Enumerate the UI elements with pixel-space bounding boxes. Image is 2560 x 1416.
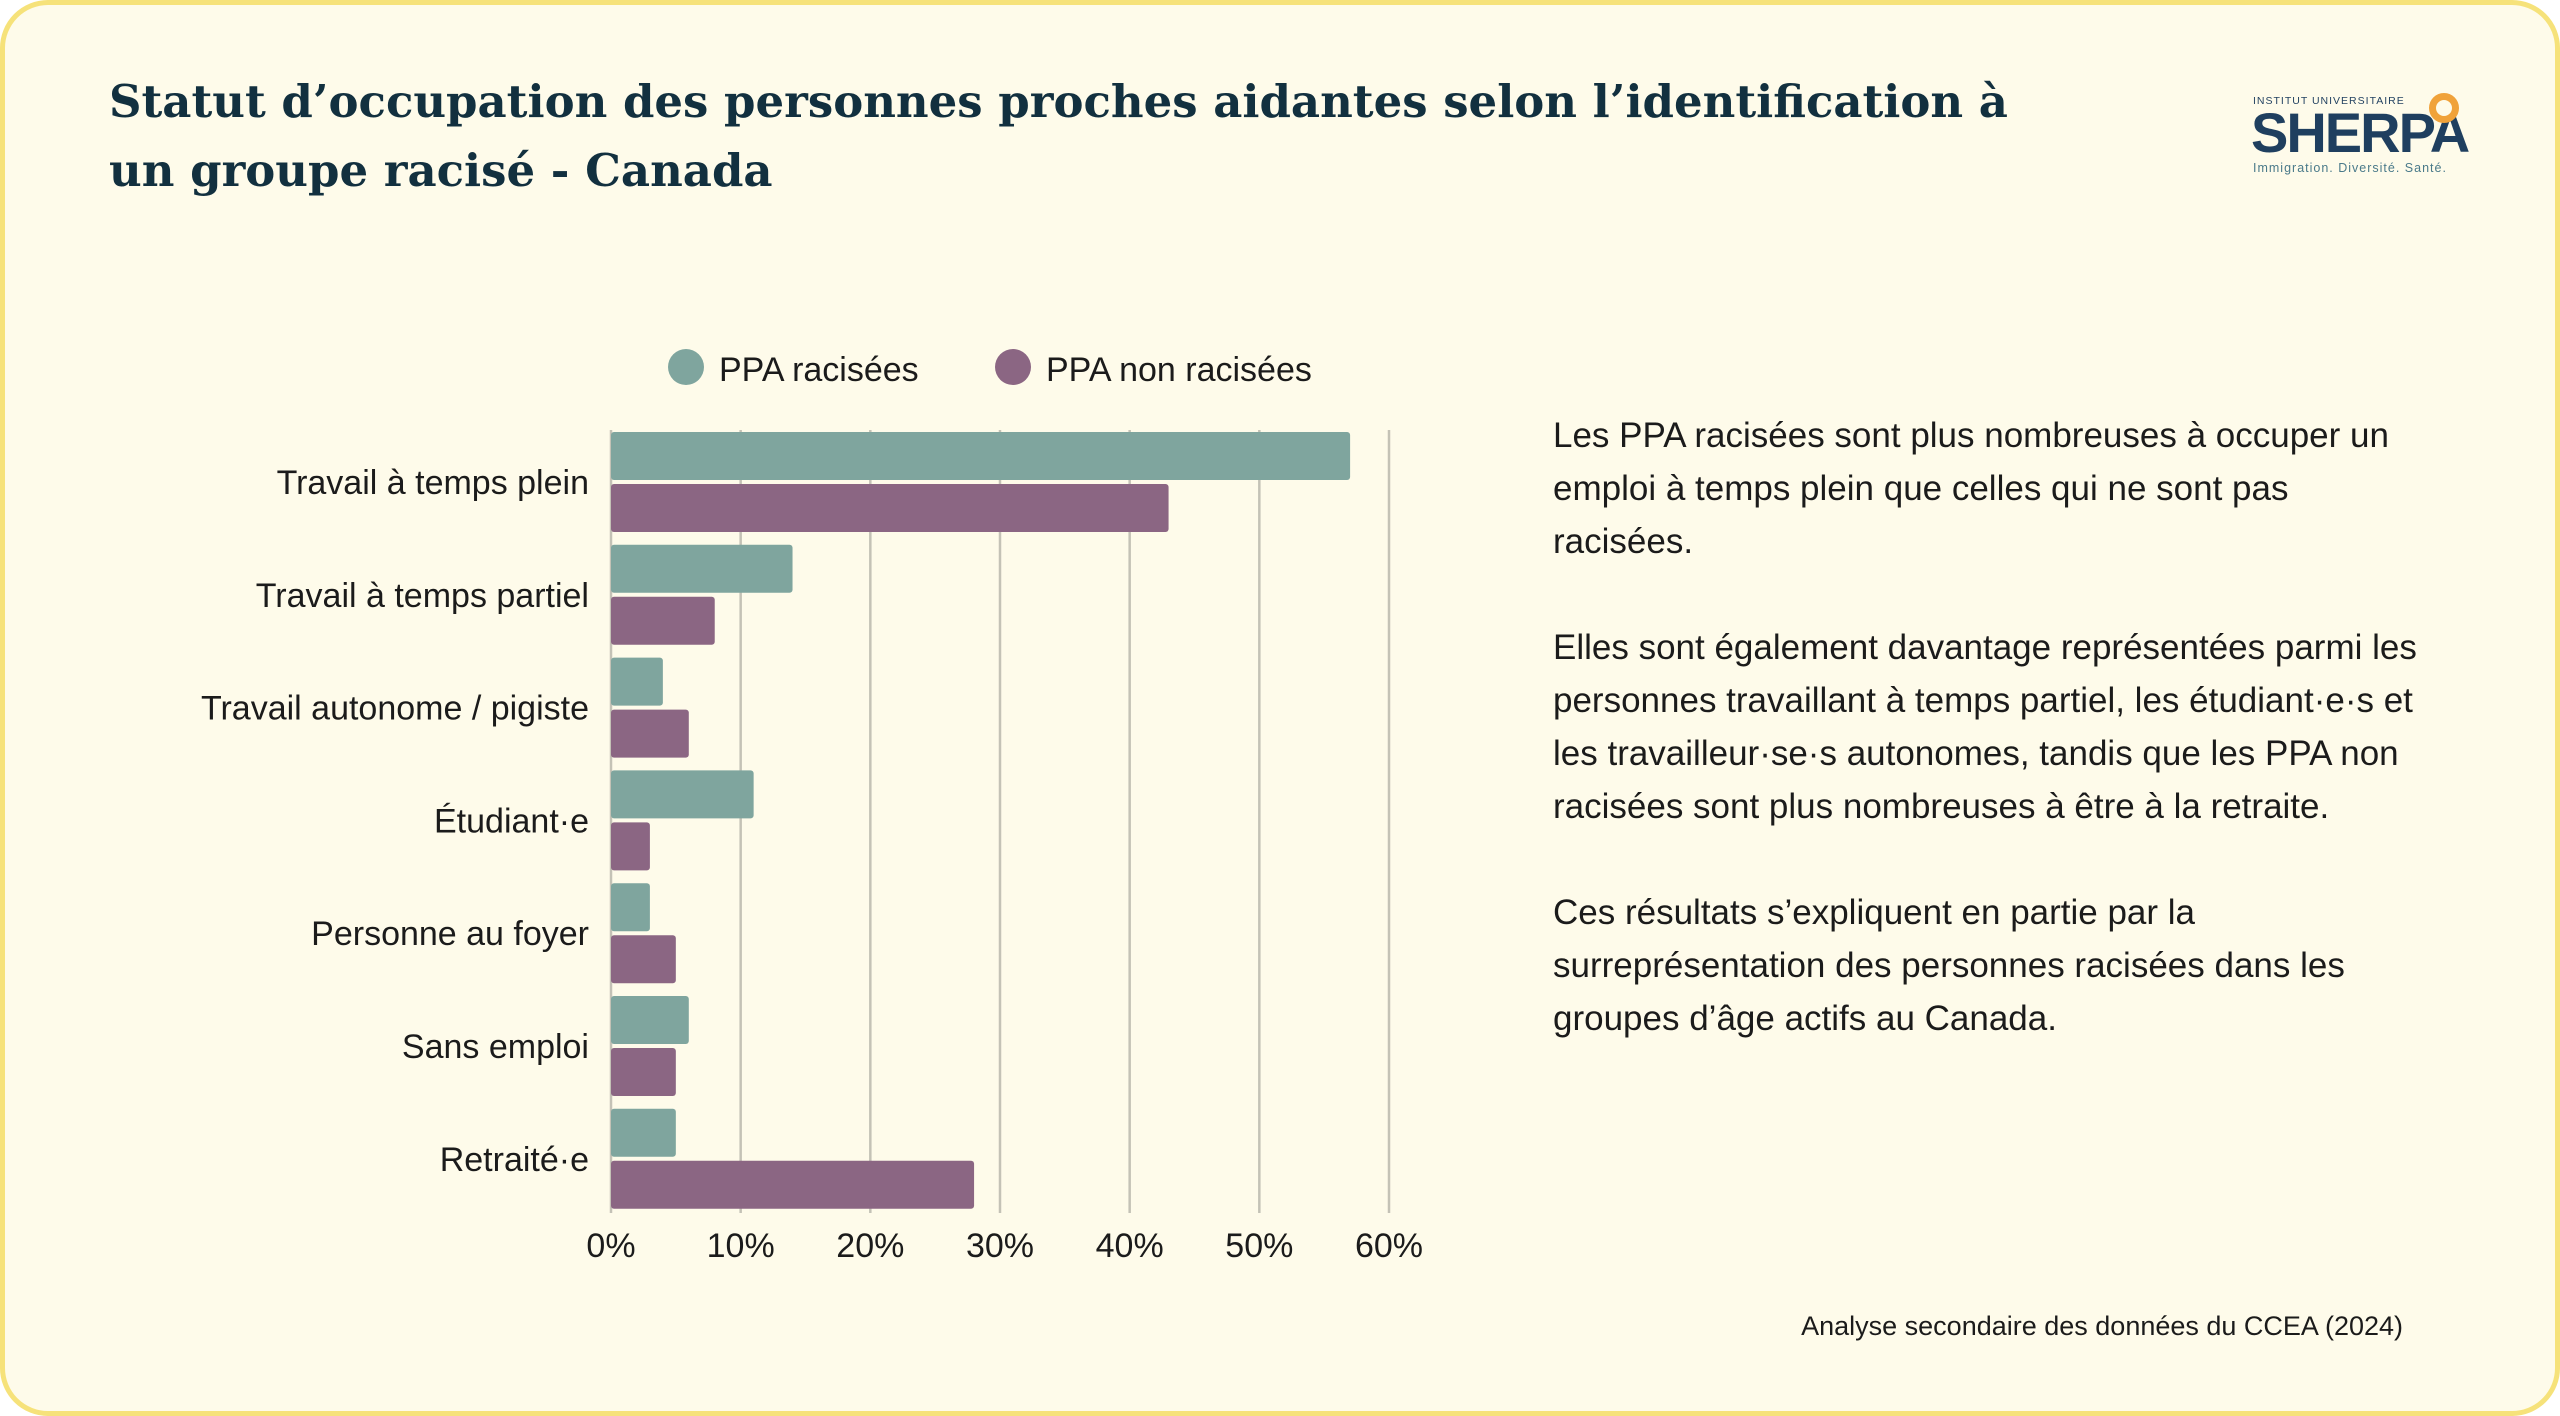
bar — [611, 657, 663, 706]
legend-label: PPA racisées — [719, 351, 919, 389]
legend-marker — [995, 349, 1031, 385]
bar — [611, 1108, 676, 1157]
summary-paragraph-3: Ces résultats s’expliquent en partie par… — [1553, 893, 2345, 1038]
x-tick-label: 20% — [836, 1227, 904, 1265]
page-title: Statut d’occupation des personnes proche… — [109, 75, 2008, 197]
summary-text: Les PPA racisées sont plus nombreuses à … — [1553, 409, 2433, 1098]
category-label: Travail à temps plein — [277, 464, 589, 502]
summary-paragraph-2: Elles sont également davantage représent… — [1553, 628, 2417, 826]
category-label: Retraité·e — [440, 1141, 589, 1179]
legend-label: PPA non racisées — [1046, 351, 1312, 389]
bar — [611, 484, 1169, 532]
category-label: Travail à temps partiel — [256, 577, 589, 615]
source-note: Analyse secondaire des données du CCEA (… — [1801, 1311, 2403, 1341]
bar — [611, 935, 676, 984]
summary-paragraph-1: Les PPA racisées sont plus nombreuses à … — [1553, 416, 2389, 561]
x-tick-label: 30% — [966, 1227, 1034, 1265]
bar — [611, 996, 689, 1044]
bar — [611, 883, 650, 932]
bar — [611, 596, 715, 645]
bar — [611, 1048, 676, 1096]
x-tick-label: 60% — [1355, 1227, 1423, 1265]
x-tick-label: 50% — [1225, 1227, 1293, 1265]
x-tick-label: 0% — [586, 1227, 635, 1265]
logo-top-text: INSTITUT UNIVERSITAIRE — [2253, 95, 2405, 107]
bar — [611, 709, 689, 758]
logo-tagline: Immigration. Diversité. Santé. — [2253, 161, 2447, 175]
category-label: Étudiant·e — [434, 802, 589, 840]
logo-ring-icon — [2429, 93, 2459, 123]
bar — [611, 822, 650, 871]
bar — [611, 770, 754, 819]
x-tick-label: 40% — [1096, 1227, 1164, 1265]
category-label: Personne au foyer — [311, 915, 589, 953]
category-label: Sans emploi — [402, 1028, 589, 1066]
bar — [611, 1160, 975, 1209]
legend-marker — [668, 349, 704, 385]
bar — [611, 544, 793, 593]
bar — [611, 432, 1351, 480]
x-tick-label: 10% — [707, 1227, 775, 1265]
category-label: Travail autonome / pigiste — [201, 690, 589, 728]
sherpa-logo: INSTITUT UNIVERSITAIRE SHERPA Immigratio… — [2251, 89, 2470, 181]
bar-chart: 0% 10% 20% 30% 40% 50% 60% Travail à temps plei… — [201, 349, 1423, 1265]
